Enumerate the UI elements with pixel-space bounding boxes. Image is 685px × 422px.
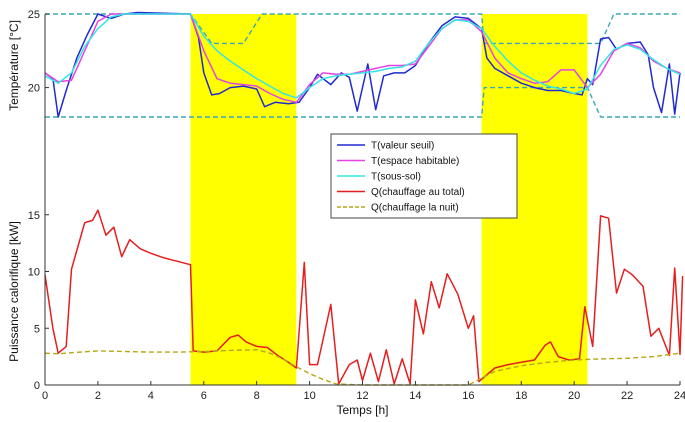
bottom-y-tick-label: 0 <box>34 380 40 392</box>
plot-series <box>44 11 684 386</box>
x-tick-label: 2 <box>95 390 101 402</box>
top-y-tick-label: 25 <box>28 9 40 21</box>
x-tick-label: 24 <box>674 390 685 402</box>
x-tick-label: 16 <box>462 390 474 402</box>
highlight-spans <box>190 14 588 385</box>
legend-label: T(sous-sol) <box>371 172 421 183</box>
x-axis-label: Temps [h] <box>336 403 388 417</box>
highlight-span-1 <box>190 14 297 385</box>
bottom-y-tick-label: 15 <box>28 210 40 222</box>
top-series-2 <box>45 86 680 118</box>
x-tick-label: 18 <box>515 390 527 402</box>
x-tick-label: 8 <box>254 390 260 402</box>
x-tick-label: 6 <box>201 390 207 402</box>
x-tick-label: 10 <box>303 390 315 402</box>
x-tick-label: 12 <box>356 390 368 402</box>
top-y-axis-label: Température [°C] <box>7 20 21 111</box>
x-tick-label: 4 <box>148 390 154 402</box>
x-tick-label: 0 <box>42 390 48 402</box>
legend-label: Q(chauffage la nuit) <box>371 203 459 214</box>
x-tick-label: 22 <box>621 390 633 402</box>
bottom-y-tick-label: 5 <box>34 323 40 335</box>
bottom-y-tick-label: 10 <box>28 267 40 279</box>
top-series-4 <box>44 13 681 104</box>
x-tick-label: 14 <box>409 390 421 402</box>
legend-label: T(espace habitable) <box>371 156 459 167</box>
x-tick-label: 20 <box>568 390 580 402</box>
top-y-tick-label: 20 <box>28 83 40 95</box>
legend: T(valeur seuil) T(espace habitable) T(sous… <box>330 133 518 219</box>
bottom-series-2 <box>44 349 681 386</box>
bottom-y-axis-label: Puissance calorifique [kW] <box>7 221 21 362</box>
bottom-series-1 <box>44 209 684 385</box>
top-series-1 <box>45 13 680 45</box>
top-series-5 <box>44 13 681 99</box>
legend-label: Q(chauffage au total) <box>371 187 465 198</box>
legend-label: T(valeur seuil) <box>371 141 434 152</box>
